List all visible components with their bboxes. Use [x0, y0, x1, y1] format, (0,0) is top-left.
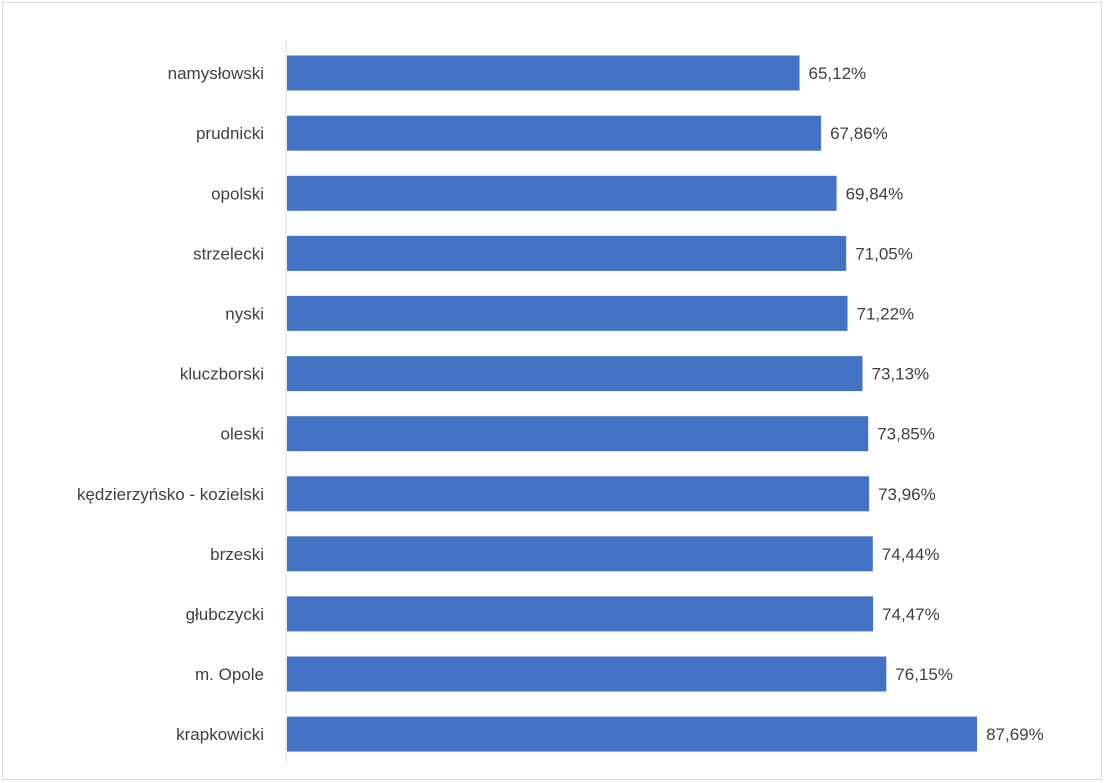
- value-label: 71,22%: [857, 304, 915, 323]
- category-label: namysłowski: [168, 64, 264, 83]
- bar-strzelecki: [287, 235, 847, 271]
- bar-opolski: [287, 175, 837, 211]
- value-label: 73,85%: [877, 425, 935, 444]
- category-label: brzeski: [210, 545, 264, 564]
- category-label: m. Opole: [195, 665, 264, 684]
- category-label: prudnicki: [196, 124, 264, 143]
- bar-brzeski: [287, 536, 873, 572]
- bar-nyski: [287, 295, 848, 331]
- bar-kedzierzynsko-kozielski: [287, 476, 870, 512]
- value-label: 76,15%: [895, 665, 953, 684]
- category-label: nyski: [225, 304, 264, 323]
- category-label: oleski: [221, 425, 264, 444]
- value-label: 73,13%: [872, 365, 930, 384]
- value-label: 74,44%: [882, 545, 940, 564]
- bar-oleski: [287, 416, 869, 452]
- bar-kluczborski: [287, 356, 863, 392]
- category-label: strzelecki: [193, 244, 264, 263]
- bar-glubczycki: [287, 596, 874, 632]
- category-label: kluczborski: [180, 365, 264, 384]
- bar-prudnicki: [287, 115, 822, 151]
- category-label: głubczycki: [186, 605, 264, 624]
- category-label: opolski: [211, 184, 264, 203]
- bar-namyslowski: [287, 55, 800, 91]
- value-label: 73,96%: [878, 485, 936, 504]
- value-label: 65,12%: [809, 64, 867, 83]
- value-label: 67,86%: [830, 124, 888, 143]
- value-label: 74,47%: [882, 605, 940, 624]
- category-label: krapkowicki: [176, 725, 264, 744]
- bars-layer: namysłowski 65,12% prudnicki 67,86% opolski 6…: [77, 55, 1044, 752]
- value-label: 69,84%: [846, 184, 904, 203]
- value-label: 71,05%: [855, 244, 913, 263]
- category-label: kędzierzyńsko - kozielski: [77, 485, 264, 504]
- value-label: 87,69%: [986, 725, 1044, 744]
- bar-m-opole: [287, 656, 887, 692]
- bar-krapkowicki: [287, 716, 978, 752]
